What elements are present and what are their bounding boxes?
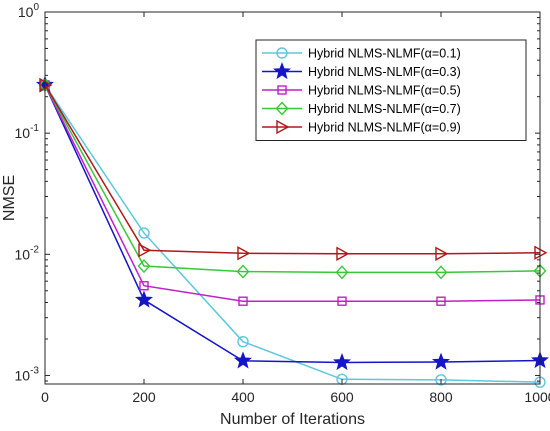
data-point — [138, 243, 152, 258]
data-point — [139, 281, 149, 291]
data-point — [337, 296, 347, 306]
legend-entry: Hybrid NLMS-NLMF(α=0.5) — [262, 84, 461, 98]
legend-entry: Hybrid NLMS-NLMF(α=0.3) — [262, 62, 461, 80]
series-line — [44, 84, 541, 255]
data-point — [336, 246, 350, 261]
x-tick-label: 800 — [429, 389, 453, 405]
data-point — [335, 265, 349, 280]
data-point — [237, 246, 251, 261]
legend-label: Hybrid NLMS-NLMF(α=0.9) — [308, 121, 461, 135]
data-point — [434, 265, 448, 280]
data-point — [436, 296, 446, 306]
legend-marker — [277, 85, 287, 95]
series-line — [44, 84, 541, 302]
x-tick-label: 200 — [132, 389, 156, 405]
data-point — [236, 264, 250, 279]
legend-entry: Hybrid NLMS-NLMF(α=0.9) — [262, 119, 461, 135]
y-axis-title: NMSE — [1, 175, 18, 221]
x-tick-label: 0 — [41, 389, 49, 405]
series-line — [44, 84, 541, 274]
data-point — [234, 351, 252, 369]
legend-entry: Hybrid NLMS-NLMF(α=0.1) — [262, 47, 461, 61]
data-point — [137, 259, 151, 274]
series-5 — [39, 77, 548, 261]
y-tick-label: 100 — [18, 2, 40, 20]
legend-marker — [273, 62, 291, 80]
x-axis-title: Number of Iterations — [220, 411, 365, 428]
axes-frame — [44, 11, 541, 385]
data-point — [237, 335, 249, 348]
x-tick-label: 400 — [231, 389, 255, 405]
legend-marker — [275, 101, 289, 116]
data-point — [138, 227, 150, 239]
x-tick-label: 1000 — [524, 389, 550, 405]
data-point — [435, 246, 449, 261]
legend-label: Hybrid NLMS-NLMF(α=0.5) — [308, 84, 461, 98]
legend-label: Hybrid NLMS-NLMF(α=0.1) — [308, 47, 461, 61]
data-point — [333, 353, 351, 371]
data-point — [435, 374, 447, 386]
y-axis: 10-3 10-2 10-1 100 — [15, 2, 540, 383]
x-axis: 0 200 400 600 800 1000 — [41, 12, 550, 405]
legend-marker — [276, 119, 290, 135]
data-point — [238, 296, 248, 306]
series-line — [44, 84, 541, 383]
legend-label: Hybrid NLMS-NLMF(α=0.7) — [308, 102, 461, 116]
legend: Hybrid NLMS-NLMF(α=0.1) Hybrid NLMS-NLMF(… — [255, 39, 527, 141]
legend-label: Hybrid NLMS-NLMF(α=0.3) — [308, 65, 461, 79]
y-tick-label: 10-1 — [15, 123, 40, 141]
data-point — [432, 352, 450, 370]
data-point — [135, 290, 153, 308]
series-line — [44, 84, 541, 364]
x-tick-label: 600 — [330, 389, 354, 405]
y-tick-label: 10-3 — [15, 365, 40, 383]
y-tick-label: 10-2 — [15, 244, 40, 262]
legend-marker — [276, 47, 288, 59]
legend-entry: Hybrid NLMS-NLMF(α=0.7) — [262, 101, 461, 116]
